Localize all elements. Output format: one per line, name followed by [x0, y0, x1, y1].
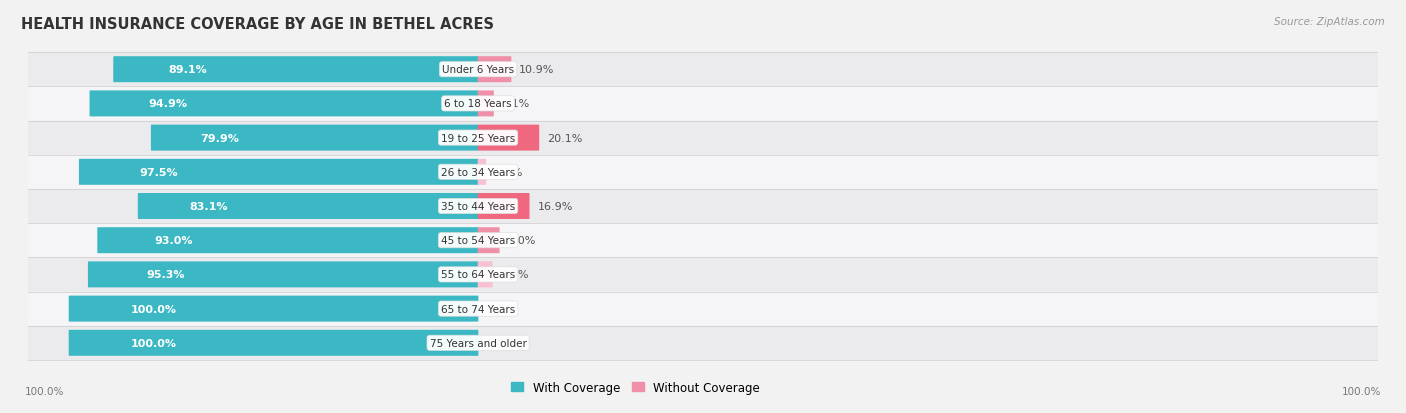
FancyBboxPatch shape — [89, 262, 478, 288]
FancyBboxPatch shape — [69, 330, 478, 356]
Text: 19 to 25 Years: 19 to 25 Years — [441, 133, 515, 143]
Text: 65 to 74 Years: 65 to 74 Years — [441, 304, 515, 314]
Text: 100.0%: 100.0% — [25, 387, 65, 396]
FancyBboxPatch shape — [28, 258, 1378, 292]
FancyBboxPatch shape — [114, 57, 478, 83]
Legend: With Coverage, Without Coverage: With Coverage, Without Coverage — [506, 376, 765, 399]
FancyBboxPatch shape — [28, 53, 1378, 87]
Text: 26 to 34 Years: 26 to 34 Years — [441, 167, 515, 177]
Text: 6 to 18 Years: 6 to 18 Years — [444, 99, 512, 109]
Text: Source: ZipAtlas.com: Source: ZipAtlas.com — [1274, 17, 1385, 26]
FancyBboxPatch shape — [478, 262, 492, 288]
FancyBboxPatch shape — [28, 326, 1378, 360]
FancyBboxPatch shape — [478, 194, 530, 219]
FancyBboxPatch shape — [478, 159, 486, 185]
Text: 89.1%: 89.1% — [169, 65, 207, 75]
Text: 4.7%: 4.7% — [501, 270, 529, 280]
Text: 0.0%: 0.0% — [486, 304, 515, 314]
Text: 97.5%: 97.5% — [139, 167, 177, 177]
FancyBboxPatch shape — [28, 223, 1378, 258]
Text: 5.1%: 5.1% — [502, 99, 530, 109]
Text: 35 to 44 Years: 35 to 44 Years — [441, 202, 515, 211]
Text: 10.9%: 10.9% — [519, 65, 554, 75]
FancyBboxPatch shape — [28, 87, 1378, 121]
Text: 16.9%: 16.9% — [537, 202, 572, 211]
Text: 45 to 54 Years: 45 to 54 Years — [441, 236, 515, 246]
FancyBboxPatch shape — [79, 159, 478, 185]
FancyBboxPatch shape — [28, 155, 1378, 190]
Text: HEALTH INSURANCE COVERAGE BY AGE IN BETHEL ACRES: HEALTH INSURANCE COVERAGE BY AGE IN BETH… — [21, 17, 494, 31]
Text: 0.0%: 0.0% — [486, 338, 515, 348]
FancyBboxPatch shape — [28, 190, 1378, 223]
Text: 83.1%: 83.1% — [190, 202, 228, 211]
FancyBboxPatch shape — [478, 91, 494, 117]
Text: 95.3%: 95.3% — [146, 270, 186, 280]
FancyBboxPatch shape — [69, 296, 478, 322]
Text: 75 Years and older: 75 Years and older — [430, 338, 526, 348]
Text: 100.0%: 100.0% — [1341, 387, 1381, 396]
Text: Under 6 Years: Under 6 Years — [441, 65, 515, 75]
Text: 100.0%: 100.0% — [131, 338, 176, 348]
FancyBboxPatch shape — [28, 121, 1378, 155]
FancyBboxPatch shape — [478, 125, 540, 151]
Text: 55 to 64 Years: 55 to 64 Years — [441, 270, 515, 280]
FancyBboxPatch shape — [90, 91, 478, 117]
Text: 7.0%: 7.0% — [508, 236, 536, 246]
FancyBboxPatch shape — [478, 57, 512, 83]
Text: 93.0%: 93.0% — [155, 236, 193, 246]
FancyBboxPatch shape — [138, 194, 478, 219]
FancyBboxPatch shape — [478, 228, 499, 254]
Text: 100.0%: 100.0% — [131, 304, 176, 314]
FancyBboxPatch shape — [28, 292, 1378, 326]
FancyBboxPatch shape — [150, 125, 478, 151]
Text: 94.9%: 94.9% — [148, 99, 187, 109]
FancyBboxPatch shape — [97, 228, 478, 254]
Text: 79.9%: 79.9% — [200, 133, 239, 143]
Text: 2.6%: 2.6% — [494, 167, 523, 177]
Text: 20.1%: 20.1% — [547, 133, 582, 143]
